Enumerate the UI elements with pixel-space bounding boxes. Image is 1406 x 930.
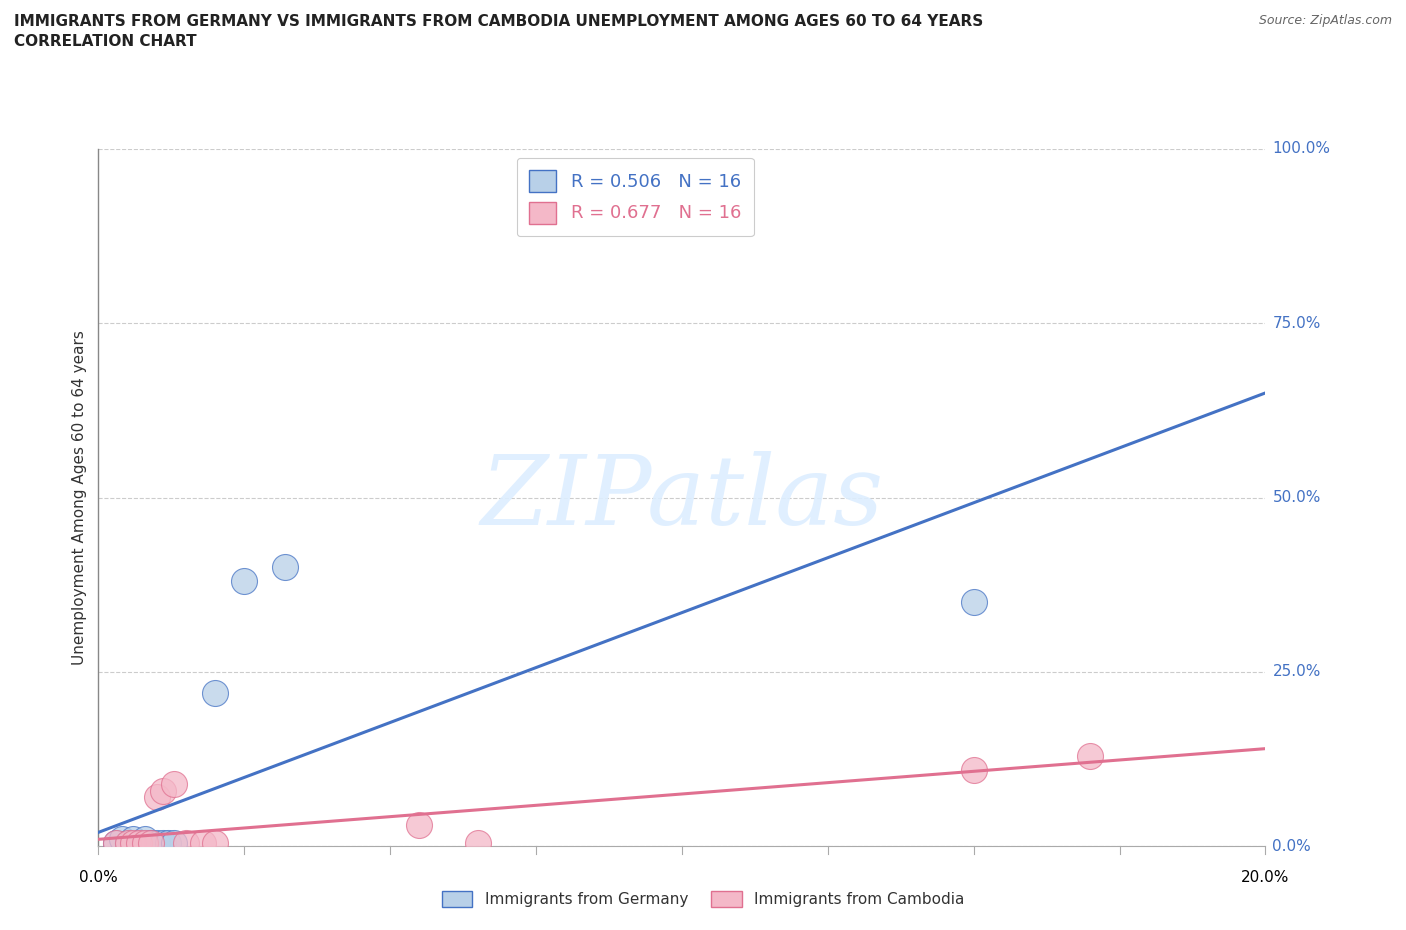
Point (204, 685, 226, 700)
Text: ZIPatlas: ZIPatlas (481, 450, 883, 545)
Point (134, 832, 156, 847)
Point (122, 832, 145, 847)
Point (163, 835, 186, 850)
Point (152, 835, 174, 850)
Point (117, 835, 139, 850)
Text: 75.0%: 75.0% (1272, 315, 1320, 331)
Text: 100.0%: 100.0% (1272, 141, 1330, 156)
Point (193, 835, 215, 850)
Point (152, 783, 174, 798)
Text: 20.0%: 20.0% (1241, 870, 1289, 884)
Point (111, 832, 134, 847)
Point (117, 835, 139, 850)
Text: IMMIGRANTS FROM GERMANY VS IMMIGRANTS FROM CAMBODIA UNEMPLOYMENT AMONG AGES 60 T: IMMIGRANTS FROM GERMANY VS IMMIGRANTS FR… (14, 14, 983, 29)
Point (134, 835, 156, 850)
Point (274, 560, 297, 575)
Point (128, 835, 150, 850)
Point (134, 835, 156, 850)
Point (163, 776, 186, 790)
Point (146, 790, 169, 805)
Point (146, 835, 169, 850)
Legend: R = 0.506   N = 16, R = 0.677   N = 16: R = 0.506 N = 16, R = 0.677 N = 16 (516, 158, 754, 236)
Text: 50.0%: 50.0% (1272, 490, 1320, 505)
Point (408, 818, 430, 833)
Point (467, 835, 489, 850)
Point (174, 835, 197, 850)
Text: Source: ZipAtlas.com: Source: ZipAtlas.com (1258, 14, 1392, 27)
Legend: Immigrants from Germany, Immigrants from Cambodia: Immigrants from Germany, Immigrants from… (436, 884, 970, 913)
Point (139, 835, 162, 850)
Point (104, 835, 127, 850)
Point (128, 835, 150, 850)
Text: CORRELATION CHART: CORRELATION CHART (14, 34, 197, 49)
Text: 0.0%: 0.0% (79, 870, 118, 884)
Point (962, 763, 984, 777)
Point (139, 835, 162, 850)
Point (122, 835, 145, 850)
Text: 25.0%: 25.0% (1272, 664, 1320, 680)
Text: 0.0%: 0.0% (1272, 839, 1312, 854)
Point (233, 574, 256, 589)
Y-axis label: Unemployment Among Ages 60 to 64 years: Unemployment Among Ages 60 to 64 years (72, 330, 87, 665)
Point (204, 835, 226, 850)
Point (157, 835, 180, 850)
Point (1080, 748, 1102, 763)
Point (104, 835, 127, 850)
Point (962, 595, 984, 610)
